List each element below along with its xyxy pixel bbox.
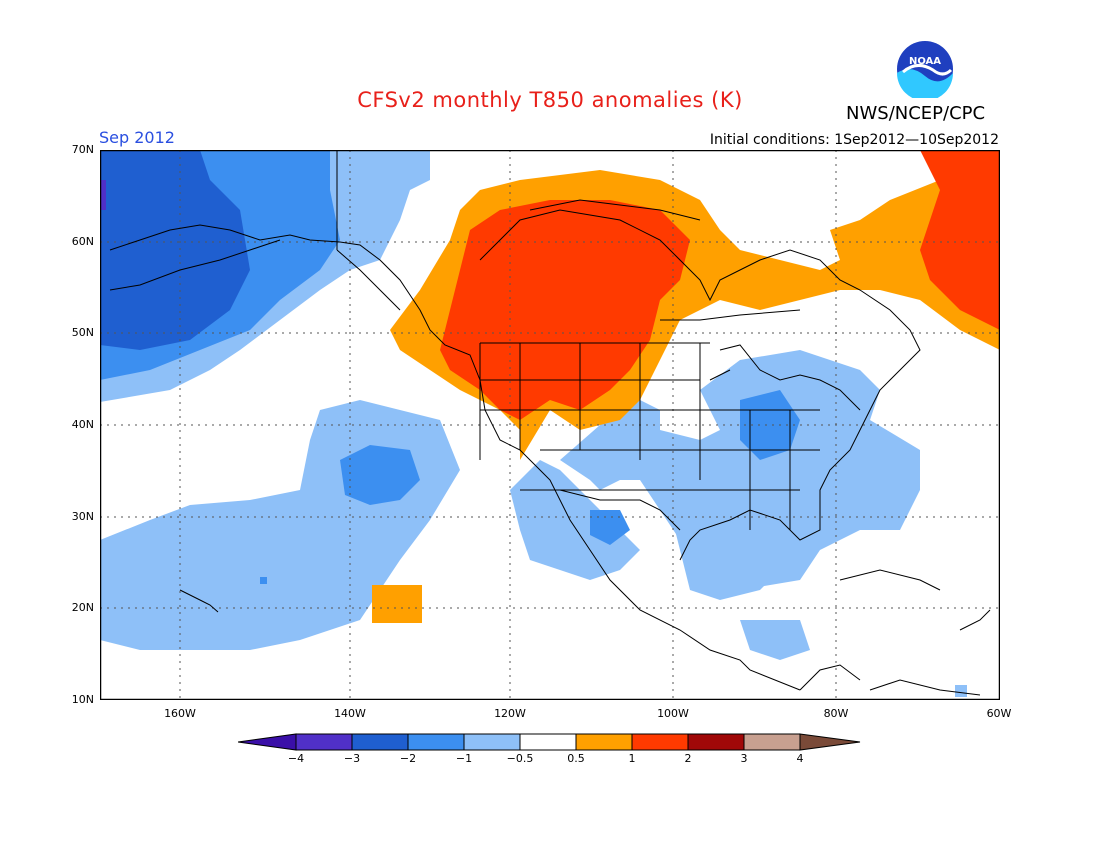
lat-label-30n: 30N [71,510,94,523]
lon-label-140w: 140W [334,707,366,720]
map-title: CFSv2 monthly T850 anomalies (K) [357,88,743,112]
graticule [100,150,1000,700]
coastlines [109,199,991,696]
colorbar-segment [575,733,633,751]
colorbar-segment [743,733,801,751]
colorbar-segment [799,733,861,751]
colorbar-label: 0.5 [567,752,585,765]
lon-label-80w: 80W [823,707,849,720]
lat-label-10n: 10N [71,693,94,706]
colorbar-segment [631,733,689,751]
lat-label-40n: 40N [71,418,94,431]
colorbar [238,733,861,751]
borders [336,150,820,531]
colorbar-segment [519,733,577,751]
colorbar-label: −0.5 [506,752,534,765]
colorbar-label: 3 [740,752,748,765]
colorbar-label: −4 [287,752,305,765]
lat-label-60n: 60N [71,235,94,248]
initial-conditions: Initial conditions: 1Sep2012—10Sep2012 [709,132,999,148]
agency-label: NWS/NCEP/CPC [846,103,986,124]
lon-label-100w: 100W [657,707,689,720]
colorbar-segment [351,733,409,751]
anomaly-map [100,150,1000,700]
lon-label-160w: 160W [164,707,196,720]
colorbar-segment [687,733,745,751]
colorbar-label: 4 [796,752,804,765]
forecast-month: Sep 2012 [99,128,175,147]
lon-label-120w: 120W [494,707,526,720]
colorbar-segment [407,733,465,751]
lon-label-60w: 60W [986,707,1012,720]
svg-text:NOAA: NOAA [909,56,941,67]
colorbar-label: 2 [684,752,692,765]
anomaly-fill-layer [100,150,1000,697]
colorbar-label: −1 [455,752,473,765]
colorbar-segment [295,733,353,751]
lat-label-20n: 20N [71,601,94,614]
colorbar-segment [463,733,521,751]
colorbar-label: 1 [628,752,636,765]
colorbar-label: −3 [343,752,361,765]
colorbar-segment [238,733,297,751]
lat-label-50n: 50N [71,326,94,339]
noaa-logo: NOAA [897,41,953,98]
lat-label-70n: 70N [71,143,94,156]
colorbar-label: −2 [399,752,417,765]
